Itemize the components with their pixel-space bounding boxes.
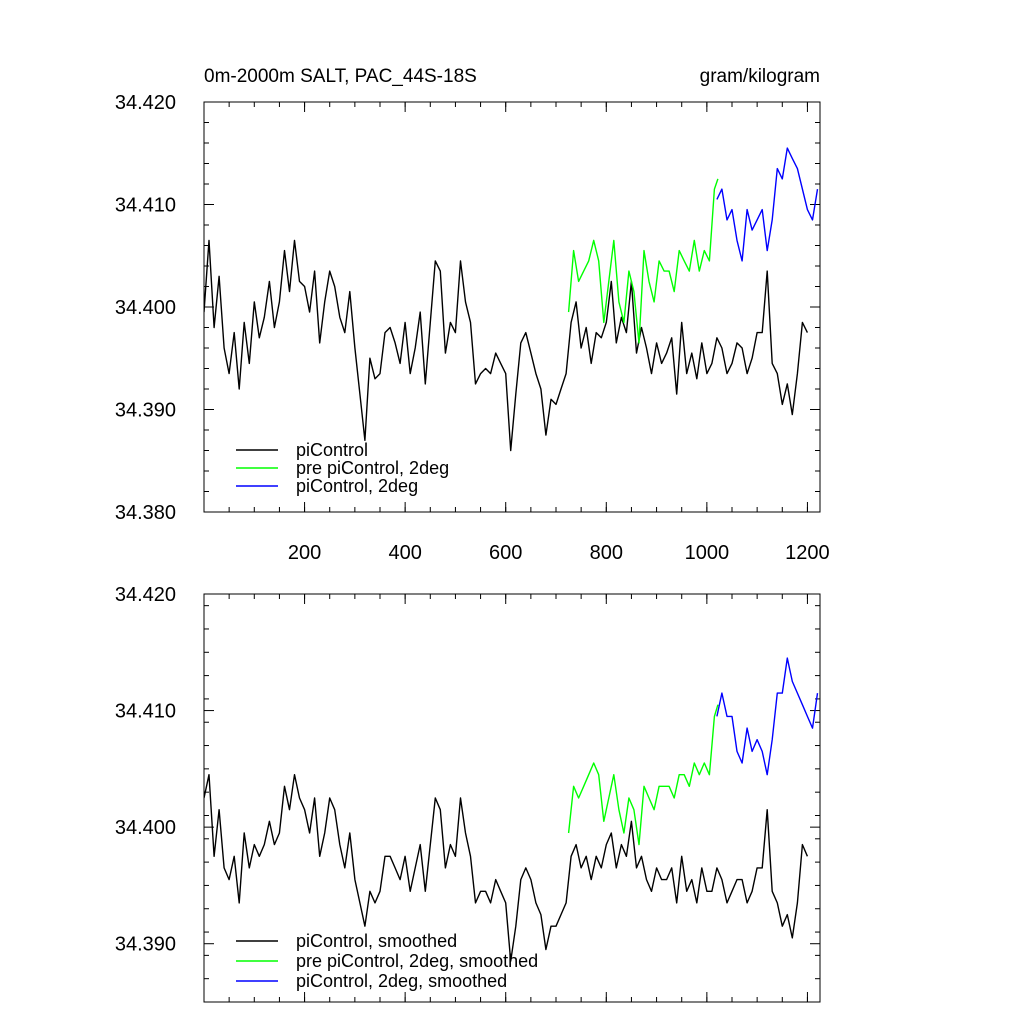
top-y-tick-label: 34.400 <box>115 297 176 319</box>
bottom-y-tick-label: 34.390 <box>115 934 176 956</box>
top-x-tick-label: 200 <box>288 542 321 564</box>
bottom-legend-label: piControl, 2deg, smoothed <box>296 971 507 991</box>
bottom-y-tick-label: 34.410 <box>115 701 176 723</box>
bottom-y-tick-label: 34.420 <box>115 584 176 606</box>
chart-panel-bottom: 34.390 34.400 34.410 34.420 piControl, smoot… <box>115 584 821 1003</box>
top-x-tick-label: 800 <box>590 542 623 564</box>
top-x-tick-label: 600 <box>489 542 522 564</box>
bottom-series-line-0 <box>204 774 809 962</box>
chart-panel-top: 34.380 34.390 34.400 34.410 34.420 200 400 600 8… <box>115 92 830 564</box>
figure-units: gram/kilogram <box>700 66 820 87</box>
top-series-line-0 <box>204 239 809 452</box>
top-legend-label: piControl <box>296 440 368 460</box>
top-y-tick-label: 34.390 <box>115 400 176 422</box>
top-x-tick-label: 400 <box>388 542 421 564</box>
figure-title: 0m-2000m SALT, PAC_44S-18S <box>204 66 477 87</box>
top-series-line-1 <box>567 178 719 344</box>
bottom-series-group <box>204 657 819 962</box>
top-series-line-2 <box>716 147 819 262</box>
top-series-group <box>204 147 819 452</box>
bottom-legend-label: pre piControl, 2deg, smoothed <box>296 951 538 971</box>
bottom-legend-label: piControl, smoothed <box>296 931 457 951</box>
bottom-series-line-2 <box>716 657 819 776</box>
top-y-tick-label: 34.380 <box>115 502 176 524</box>
top-x-tick-label: 1000 <box>685 542 730 564</box>
top-y-tick-label: 34.410 <box>115 195 176 217</box>
bottom-series-line-1 <box>567 704 719 846</box>
top-x-tick-label: 1200 <box>785 542 830 564</box>
bottom-y-tick-label: 34.400 <box>115 817 176 839</box>
top-legend-label: pre piControl, 2deg <box>296 458 449 478</box>
top-legend-label: piControl, 2deg <box>296 476 418 496</box>
top-y-tick-label: 34.420 <box>115 92 176 114</box>
